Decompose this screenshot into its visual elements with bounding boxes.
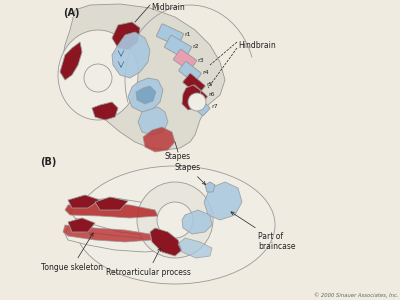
Text: (A): (A) bbox=[63, 8, 80, 18]
FancyBboxPatch shape bbox=[174, 49, 196, 71]
Polygon shape bbox=[178, 238, 212, 258]
FancyBboxPatch shape bbox=[164, 35, 192, 59]
Text: r6: r6 bbox=[208, 92, 214, 98]
Polygon shape bbox=[62, 4, 225, 150]
FancyBboxPatch shape bbox=[187, 85, 207, 105]
Polygon shape bbox=[95, 197, 128, 210]
Polygon shape bbox=[136, 86, 156, 104]
Text: Retroarticular process: Retroarticular process bbox=[106, 248, 190, 277]
Text: r5: r5 bbox=[206, 82, 212, 86]
Circle shape bbox=[188, 93, 206, 111]
FancyBboxPatch shape bbox=[156, 24, 184, 46]
Polygon shape bbox=[92, 102, 118, 120]
Polygon shape bbox=[143, 127, 175, 152]
Polygon shape bbox=[204, 182, 242, 220]
Polygon shape bbox=[68, 195, 100, 208]
Text: (B): (B) bbox=[40, 157, 56, 167]
Polygon shape bbox=[112, 32, 150, 78]
Polygon shape bbox=[205, 182, 215, 192]
Text: Stapes: Stapes bbox=[175, 163, 206, 184]
Polygon shape bbox=[63, 225, 152, 242]
Text: Part of
braincase: Part of braincase bbox=[231, 212, 296, 251]
Text: r3: r3 bbox=[197, 58, 204, 62]
Polygon shape bbox=[128, 78, 163, 112]
Text: r1: r1 bbox=[184, 32, 190, 38]
Polygon shape bbox=[70, 198, 170, 235]
Text: Hindbrain: Hindbrain bbox=[238, 40, 276, 50]
Text: r7: r7 bbox=[211, 103, 218, 109]
Polygon shape bbox=[150, 228, 182, 256]
Polygon shape bbox=[182, 85, 202, 110]
FancyBboxPatch shape bbox=[179, 61, 201, 82]
Ellipse shape bbox=[75, 166, 275, 284]
Polygon shape bbox=[60, 42, 82, 80]
Text: Stapes: Stapes bbox=[165, 152, 191, 161]
FancyBboxPatch shape bbox=[190, 96, 210, 116]
FancyBboxPatch shape bbox=[183, 73, 205, 95]
Polygon shape bbox=[112, 22, 140, 50]
Text: Midbrain: Midbrain bbox=[151, 3, 185, 12]
Polygon shape bbox=[68, 218, 95, 232]
Text: r4: r4 bbox=[202, 70, 209, 74]
Polygon shape bbox=[182, 210, 212, 234]
Circle shape bbox=[137, 182, 213, 258]
Polygon shape bbox=[65, 228, 168, 252]
Circle shape bbox=[157, 202, 193, 238]
Circle shape bbox=[84, 64, 112, 92]
Ellipse shape bbox=[58, 30, 138, 120]
Text: © 2000 Sinauer Associates, Inc.: © 2000 Sinauer Associates, Inc. bbox=[314, 292, 398, 298]
Text: r2: r2 bbox=[192, 44, 199, 50]
Polygon shape bbox=[65, 203, 158, 218]
Text: Tongue skeleton: Tongue skeleton bbox=[41, 233, 103, 272]
Polygon shape bbox=[138, 107, 168, 135]
